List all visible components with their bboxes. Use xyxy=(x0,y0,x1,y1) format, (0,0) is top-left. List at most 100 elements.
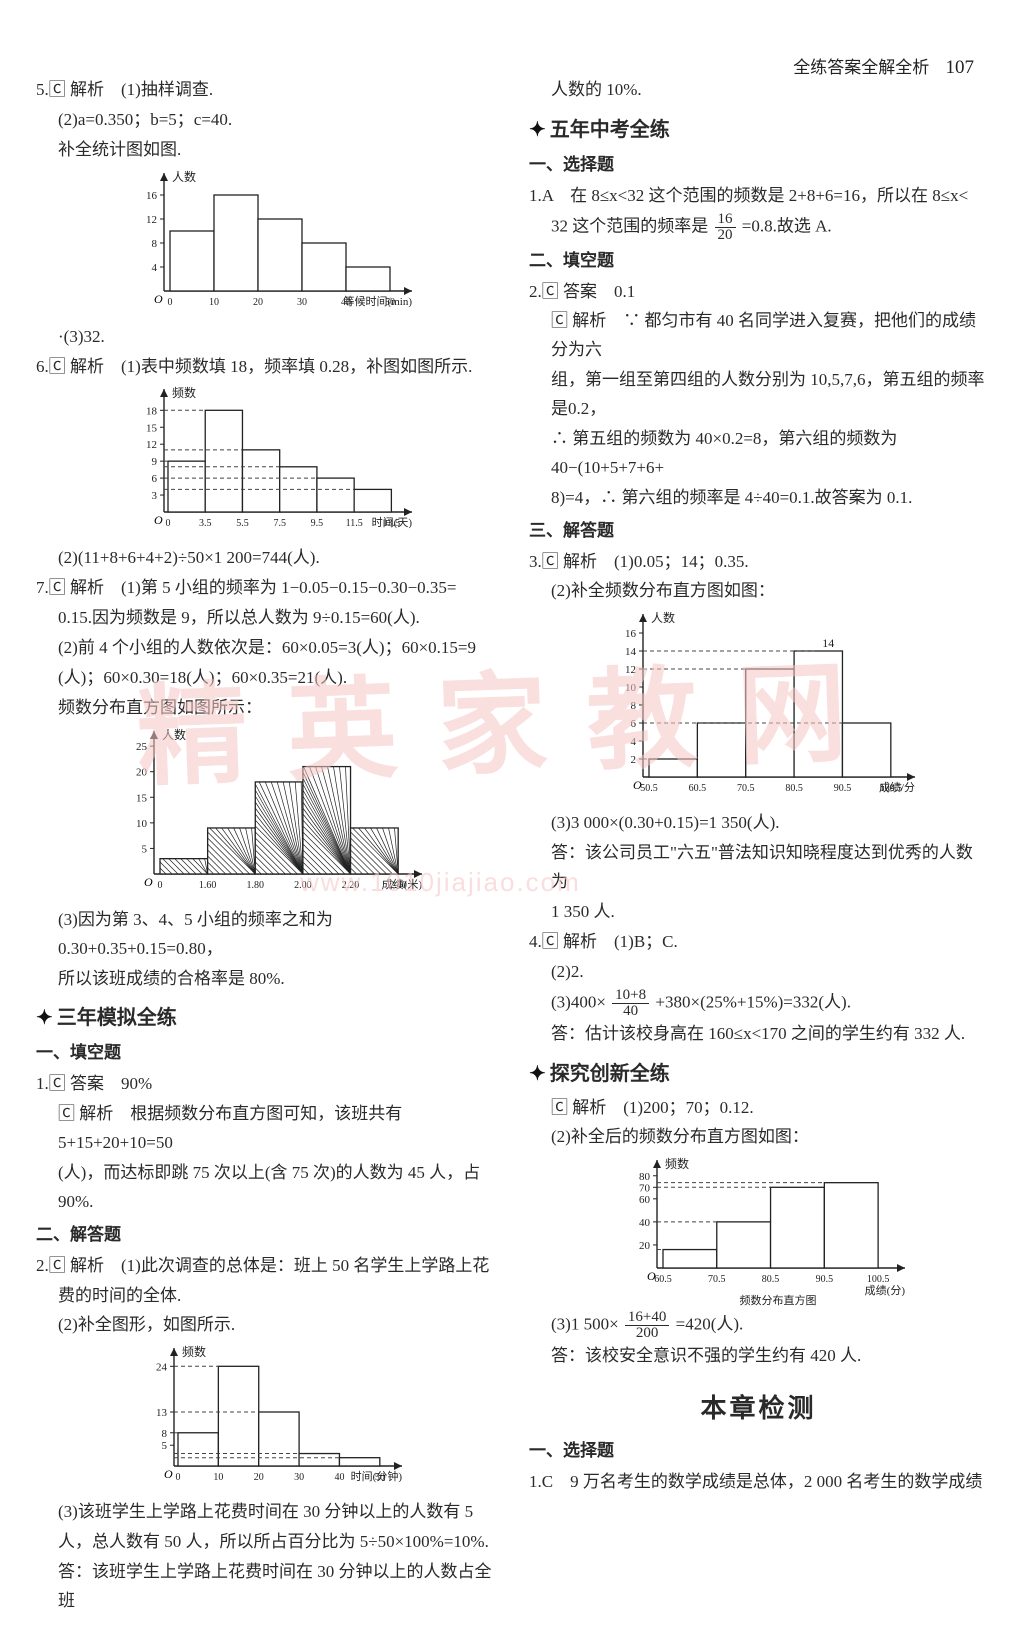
svg-text:等候时间(min): 等候时间(min) xyxy=(343,294,412,308)
svg-text:频数: 频数 xyxy=(665,1156,689,1171)
q3r-l5: 1 350 人. xyxy=(529,898,988,927)
svg-text:4: 4 xyxy=(151,262,157,274)
svg-text:0: 0 xyxy=(167,297,172,308)
star-icon: ✦ xyxy=(529,119,546,141)
header-title: 全练答案全解全析 xyxy=(793,58,929,77)
svg-text:16: 16 xyxy=(625,628,637,640)
page-number: 107 xyxy=(946,57,975,78)
svg-text:80.5: 80.5 xyxy=(761,1274,779,1285)
svg-text:40: 40 xyxy=(334,1472,344,1483)
svg-text:O: O xyxy=(154,513,163,527)
svg-text:11.5: 11.5 xyxy=(345,518,362,529)
svg-text:5: 5 xyxy=(141,843,147,855)
chapter-title: 本章检测 xyxy=(529,1387,988,1431)
svg-text:40: 40 xyxy=(639,1217,651,1229)
svg-text:0: 0 xyxy=(165,518,170,529)
q6-l1: 6.🄲 解析 (1)表中频数填 18，频率填 0.28，补图如图所示. xyxy=(36,353,495,382)
ans-h-left: 二、解答题 xyxy=(36,1221,495,1250)
q4r-l4: 答：估计该校身高在 160≤x<170 之间的学生约有 332 人. xyxy=(529,1020,988,1049)
svg-text:频数分布直方图: 频数分布直方图 xyxy=(739,1293,816,1306)
q2m-l1: 2.🄲 解析 (1)此次调查的总体是：班上 50 名学生上学路上花 xyxy=(36,1252,495,1281)
frac-num: 10+8 xyxy=(612,988,649,1004)
sec-explore: ✦探究创新全练 xyxy=(529,1057,988,1091)
svg-text:2.00: 2.00 xyxy=(294,880,312,891)
fig5-histogram: 4812160102030405060人数等候时间(min)O xyxy=(116,169,416,319)
svg-text:5: 5 xyxy=(161,1441,167,1453)
svg-text:10: 10 xyxy=(625,682,637,694)
svg-text:9.5: 9.5 xyxy=(310,518,323,529)
q7-l4: (3)因为第 3、4、5 小组的频率之和为 0.30+0.35+0.15=0.8… xyxy=(36,906,495,964)
svg-text:8: 8 xyxy=(630,700,636,712)
q7-l1b: 0.15.因为频数是 9，所以总人数为 9÷0.15=60(人). xyxy=(36,604,495,633)
q5-l1: 5.🄲 解析 (1)抽样调查. xyxy=(36,76,495,105)
svg-text:15: 15 xyxy=(136,792,148,804)
svg-text:50.5: 50.5 xyxy=(640,783,658,794)
q1r-l1: 1.A 在 8≤x<32 这个范围的频数是 2+8+6=16，所以在 8≤x< xyxy=(529,182,988,211)
q7-l1: 7.🄲 解析 (1)第 5 小组的频率为 1−0.05−0.15−0.30−0.… xyxy=(36,574,495,603)
q2r-l5: 8)=4，∴ 第六组的频率是 4÷40=0.1.故答案为 0.1. xyxy=(529,484,988,513)
svg-text:O: O xyxy=(144,875,153,889)
svg-text:成绩(分): 成绩(分) xyxy=(864,1284,905,1297)
svg-text:O: O xyxy=(164,1467,173,1481)
ans-h-right: 三、解答题 xyxy=(529,517,988,546)
q2m-l1b: 费的时间的全体. xyxy=(36,1282,495,1311)
fill-h-left: 一、填空题 xyxy=(36,1039,495,1068)
svg-text:频数: 频数 xyxy=(172,385,196,400)
svg-text:70.5: 70.5 xyxy=(708,1274,726,1285)
svg-text:时间(天): 时间(天) xyxy=(371,516,412,529)
q7-l4b: 所以该班成绩的合格率是 80%. xyxy=(36,965,495,994)
star-icon: ✦ xyxy=(36,1007,53,1029)
fraction-2: 10+840 xyxy=(612,988,649,1019)
fill-h-right: 二、填空题 xyxy=(529,247,988,276)
star-icon: ✦ xyxy=(529,1063,546,1085)
svg-text:5.5: 5.5 xyxy=(236,518,249,529)
svg-text:30: 30 xyxy=(294,1472,304,1483)
q3r-l3: (3)3 000×(0.30+0.15)=1 350(人). xyxy=(529,809,988,838)
sec2-title: 五年中考全练 xyxy=(550,119,670,141)
svg-text:3: 3 xyxy=(151,491,157,503)
qExp-l3b: =420(人). xyxy=(676,1315,744,1334)
svg-text:人数: 人数 xyxy=(162,727,186,742)
svg-text:2: 2 xyxy=(630,754,636,766)
svg-text:1.80: 1.80 xyxy=(246,880,263,891)
q6-l2: (2)(11+8+6+4+2)÷50×1 200=744(人). xyxy=(36,544,495,573)
qExp-l1: 🄲 解析 (1)200；70；0.12. xyxy=(529,1094,988,1123)
svg-text:成绩/分: 成绩/分 xyxy=(878,781,914,794)
q1m-l2: 🄲 解析 根据频数分布直方图可知，该班共有 5+15+20+10=50 xyxy=(36,1100,495,1158)
svg-text:12: 12 xyxy=(146,214,157,226)
svg-text:20: 20 xyxy=(136,766,148,778)
svg-text:6: 6 xyxy=(630,718,636,730)
svg-text:100.5: 100.5 xyxy=(866,1274,889,1285)
q2r-l1: 2.🄲 答案 0.1 xyxy=(529,278,988,307)
svg-text:8: 8 xyxy=(151,238,157,250)
left-column: 5.🄲 解析 (1)抽样调查. (2)a=0.350；b=5；c=40. 补全统… xyxy=(36,40,495,1617)
q2r-l3: 组，第一组至第四组的人数分别为 10,5,7,6，第五组的频率是0.2， xyxy=(529,366,988,424)
right-column: 人数的 10%. ✦五年中考全练 一、选择题 1.A 在 8≤x<32 这个范围… xyxy=(529,40,988,1617)
fig3r-histogram: 2468101214161450.560.570.580.590.5100.5人… xyxy=(599,610,919,805)
q5-l3: 补全统计图如图. xyxy=(36,136,495,165)
svg-text:70: 70 xyxy=(639,1183,651,1195)
q1m-l1: 1.🄲 答案 90% xyxy=(36,1070,495,1099)
page-body: 5.🄲 解析 (1)抽样调查. (2)a=0.350；b=5；c=40. 补全统… xyxy=(0,0,1024,1637)
sec-five-year: ✦五年中考全练 xyxy=(529,113,988,147)
svg-text:频数: 频数 xyxy=(182,1344,206,1359)
fraction-3: 16+40200 xyxy=(625,1310,669,1341)
svg-text:0: 0 xyxy=(175,1472,180,1483)
svg-text:3.5: 3.5 xyxy=(198,518,211,529)
svg-text:24: 24 xyxy=(156,1362,168,1374)
frac-den: 40 xyxy=(612,1004,649,1019)
qExp-l3: (3)1 500× 16+40200 =420(人). xyxy=(529,1310,988,1341)
svg-text:时间(分钟): 时间(分钟) xyxy=(350,1469,402,1483)
fig7-histogram: 51015202501.601.802.002.202.402.60人数成绩(米… xyxy=(106,727,426,902)
q4r-l3b: +380×(25%+15%)=332(人). xyxy=(655,992,851,1011)
svg-text:6: 6 xyxy=(151,474,157,486)
svg-text:60.5: 60.5 xyxy=(688,783,706,794)
page-header: 全练答案全解全析 107 xyxy=(793,52,974,84)
q4r-l1: 4.🄲 解析 (1)B；C. xyxy=(529,928,988,957)
q7-l3: 频数分布直方图如图所示： xyxy=(36,694,495,723)
svg-text:20: 20 xyxy=(253,297,263,308)
q3r-l1: 3.🄲 解析 (1)0.05；14；0.35. xyxy=(529,548,988,577)
svg-text:15: 15 xyxy=(146,423,158,435)
svg-text:18: 18 xyxy=(146,406,158,418)
q1r-l2b: =0.8.故选 A. xyxy=(742,216,832,235)
